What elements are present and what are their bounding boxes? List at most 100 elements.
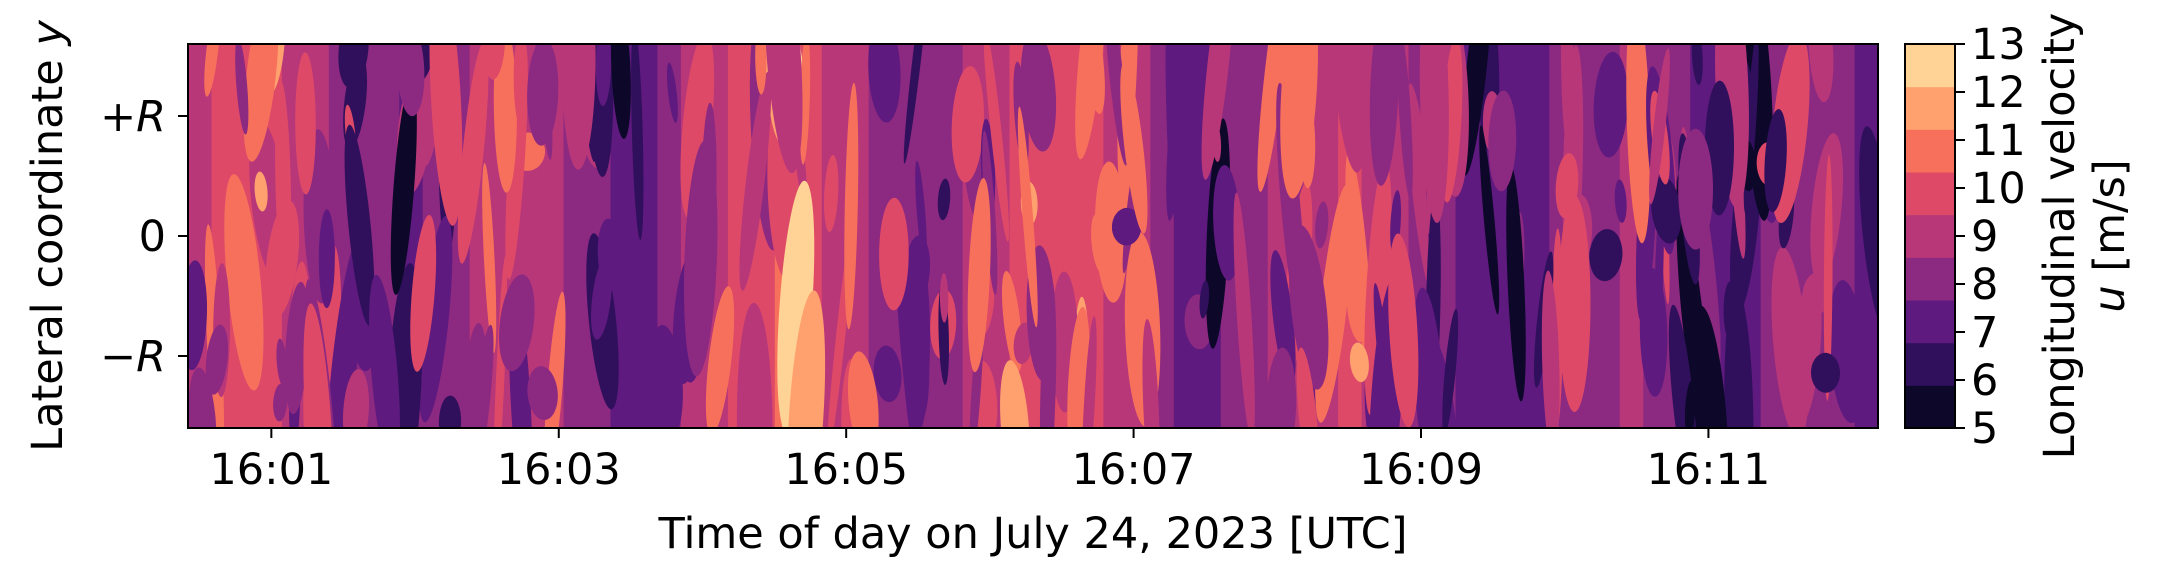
x-tick-label: 16:01: [209, 445, 333, 495]
colorbar-label-line1: Longitudinal velocity: [2035, 13, 2085, 460]
heatmap-streak: [967, 177, 991, 373]
heatmap-streak: [736, 302, 773, 428]
heatmap-streak: [461, 322, 488, 428]
heatmap-streak: [1823, 154, 1833, 401]
heatmap-streak: [342, 369, 370, 428]
heatmap-streak: [205, 324, 229, 395]
heatmap-streak: [939, 273, 949, 323]
colorbar-segment: [1905, 129, 1955, 173]
heatmap-streak: [485, 44, 505, 80]
heatmap-streak: [265, 200, 300, 318]
colorbar: [1905, 44, 1955, 429]
heatmap-streak: [1017, 106, 1038, 328]
heatmap-streak: [418, 215, 453, 423]
heatmap-streak: [235, 44, 249, 135]
heatmap-streak: [1810, 352, 1841, 393]
heatmap-streak: [597, 218, 622, 291]
heatmap-streak: [1266, 347, 1297, 428]
heatmap-streak: [1723, 281, 1737, 339]
heatmap-streak: [1349, 342, 1369, 383]
heatmap-streak: [1091, 213, 1107, 274]
x-axis-label: Time of day on July 24, 2023 [UTC]: [658, 509, 1408, 559]
heatmap-streak: [1668, 304, 1698, 428]
colorbar-label-line2: u [m/s]: [2085, 159, 2135, 312]
heatmap-streak: [1270, 250, 1296, 387]
colorbar-segment: [1905, 342, 1955, 386]
colorbar-segment: [1905, 44, 1955, 88]
heatmap-streak: [390, 80, 417, 295]
heatmap-streak: [1593, 51, 1628, 158]
heatmap-streak: [1828, 280, 1866, 424]
heatmap-streak: [1541, 270, 1560, 428]
heatmap-streak: [243, 44, 279, 162]
heatmap-streak: [561, 44, 596, 170]
heatmap-streak: [1684, 380, 1696, 428]
heatmap-streak: [879, 197, 909, 311]
heatmap-streak: [1560, 44, 1574, 146]
colorbar-label-unit: [m/s]: [2085, 159, 2135, 285]
heatmap-streak: [1678, 128, 1713, 250]
heatmap-streak: [1649, 48, 1670, 205]
colorbar-tick-label: 9: [1971, 212, 1998, 262]
colorbar-label-var: u: [2085, 285, 2135, 312]
heatmap-streak: [1808, 44, 1834, 103]
heatmap-streak: [527, 366, 558, 421]
colorbar-tick-label: 7: [1971, 308, 1998, 358]
heatmap-streak: [1689, 305, 1729, 428]
heatmap-streak: [1369, 44, 1399, 186]
heatmap-streak: [787, 290, 826, 428]
heatmap-streak: [1199, 280, 1210, 319]
colorbar-tick-label: 10: [1971, 164, 2026, 214]
heatmap-streak: [755, 44, 767, 95]
colorbar-tick-label: 8: [1971, 260, 1998, 310]
x-tick-label: 16:11: [1646, 445, 1770, 495]
colorbar-segment: [1905, 214, 1955, 258]
colorbar-segment: [1905, 86, 1955, 130]
heatmap-streak: [823, 155, 839, 232]
heatmap-streak: [1081, 316, 1097, 428]
heatmap-streak: [983, 44, 1010, 242]
heatmap-streak: [937, 178, 951, 221]
heatmap-streak: [1764, 108, 1787, 213]
colorbar-tick-label: 11: [1971, 116, 2026, 166]
heatmap-streak: [1639, 268, 1668, 397]
heatmap-streak: [326, 235, 365, 428]
y-axis-label-var: y: [23, 20, 73, 48]
heatmap-streak: [1257, 44, 1292, 192]
heatmap-streak: [295, 52, 316, 195]
colorbar-tick-label: 5: [1971, 404, 1998, 454]
heatmap-streak: [482, 163, 497, 354]
heatmap-streak: [903, 44, 930, 164]
heatmap-streak: [1506, 166, 1526, 402]
heatmap-streak: [499, 274, 535, 372]
heatmap-streak: [1461, 44, 1493, 176]
heatmap-streak: [705, 286, 735, 428]
heatmap-streak: [1120, 62, 1148, 234]
y-tick-label: −R: [100, 332, 166, 382]
heatmap-streak: [1075, 44, 1107, 160]
heatmap-streak: [1329, 44, 1367, 173]
heatmap-streak: [1724, 289, 1754, 428]
y-tick-label: 0: [139, 212, 166, 262]
y-axis-label: Lateral coordinate y: [23, 20, 73, 452]
heatmap-streak: [764, 44, 803, 174]
heatmap-streak: [1419, 44, 1449, 223]
colorbar-tick-label: 12: [1971, 68, 2026, 118]
heatmap-streak: [344, 124, 375, 327]
heatmap-streak: [1315, 201, 1329, 249]
heatmap-streaks: [188, 44, 1878, 428]
heatmap-streak: [666, 62, 678, 123]
heatmap-streak: [847, 351, 879, 428]
heatmap-streak: [1233, 192, 1255, 428]
heatmap-streak: [369, 274, 400, 428]
colorbar-tick-label: 6: [1971, 356, 1998, 406]
heatmap-streak: [1000, 360, 1030, 428]
heatmap-streak: [1614, 179, 1627, 223]
heatmap-streak: [429, 44, 463, 226]
heatmap-streak: [338, 44, 369, 89]
heatmap-streak: [1488, 90, 1517, 192]
heatmap-streak: [1201, 44, 1235, 180]
heatmap-streak: [1413, 287, 1446, 428]
heatmap-streak: [1589, 229, 1623, 282]
